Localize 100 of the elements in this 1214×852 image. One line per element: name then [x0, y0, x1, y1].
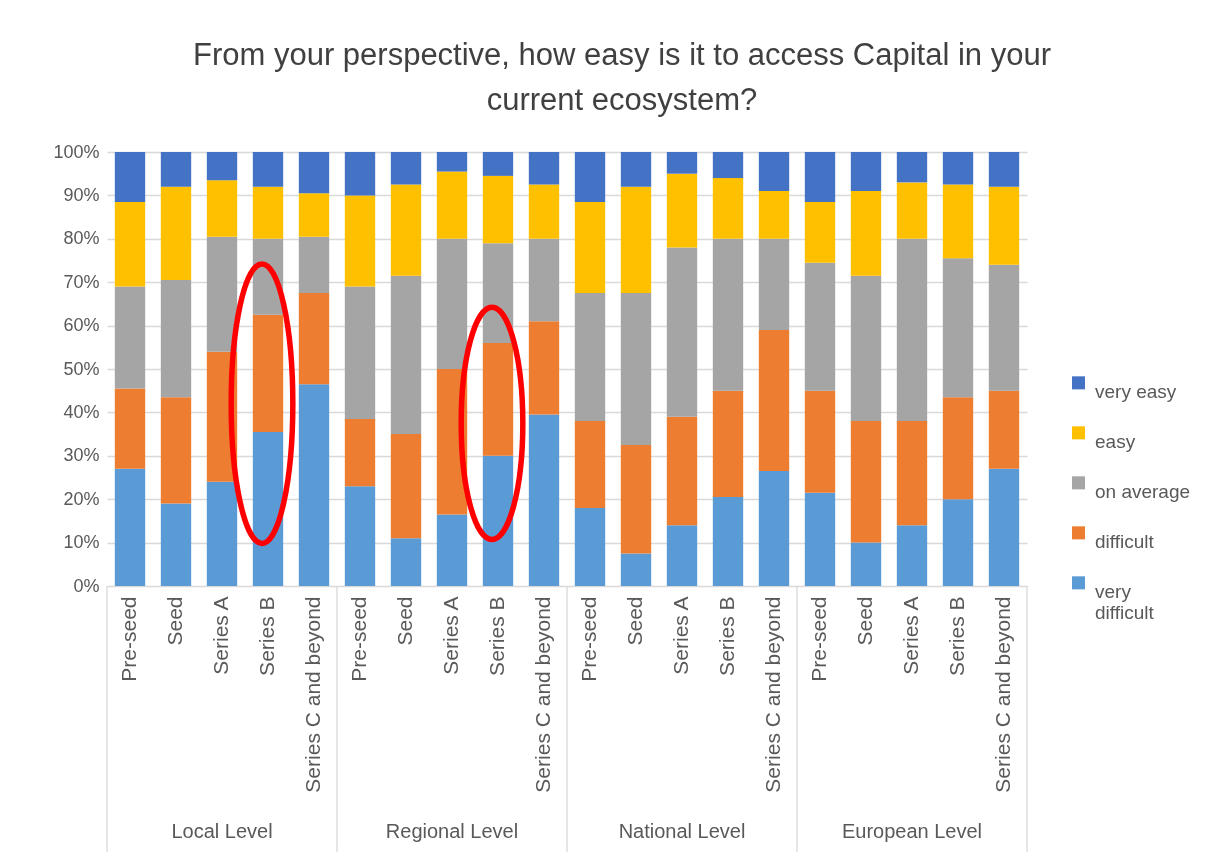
- bar: [528, 184, 560, 239]
- x-tick-label: Seed: [623, 596, 646, 646]
- y-tick-label: 80%: [63, 228, 100, 249]
- chart-title: From your perspective, how easy is it to access Capital in your current ecosystem?: [192, 37, 1051, 117]
- bar: [160, 503, 192, 586]
- bar: [344, 486, 376, 586]
- bar: [850, 421, 882, 543]
- x-tick-label: Series A: [439, 596, 462, 675]
- bar: [804, 492, 836, 586]
- bar: [574, 201, 606, 294]
- bar: [896, 152, 928, 183]
- bar: [896, 525, 928, 586]
- bar: [390, 275, 422, 435]
- bar: [988, 186, 1020, 265]
- bar: [252, 314, 284, 432]
- bar: [298, 193, 330, 237]
- bar: [758, 191, 790, 239]
- text: National Level: [618, 820, 746, 842]
- bar: [896, 182, 928, 239]
- bar: [206, 180, 238, 237]
- bar: [298, 293, 330, 385]
- bar: [528, 152, 560, 185]
- bar: [252, 186, 284, 239]
- bar: [482, 455, 514, 586]
- bar: [114, 152, 146, 202]
- bar: [436, 152, 468, 172]
- bar: [620, 553, 652, 586]
- bar: [390, 434, 422, 539]
- x-tick-label: Series B: [255, 596, 278, 676]
- legend-label: very easy: [1095, 380, 1177, 402]
- bar: [988, 152, 1020, 187]
- x-tick-label: Pre-seed: [347, 596, 370, 682]
- bar: [344, 418, 376, 487]
- x-tick-label: Series A: [209, 596, 232, 675]
- bar: [574, 507, 606, 586]
- legend-label: on average: [1095, 480, 1191, 502]
- bar: [804, 152, 836, 202]
- bar: [160, 152, 192, 187]
- bar: [620, 186, 652, 294]
- y-tick-label: 90%: [63, 184, 100, 205]
- bar: [114, 388, 146, 469]
- bar: [712, 390, 744, 498]
- bar: [528, 238, 560, 322]
- text: Regional Level: [385, 820, 519, 842]
- bar: [804, 201, 836, 263]
- bar: [666, 173, 698, 248]
- bar: [160, 186, 192, 281]
- bar: [942, 397, 974, 500]
- bar: [712, 152, 744, 179]
- y-tick-label: 0%: [73, 575, 100, 596]
- legend-label: very difficult: [1095, 580, 1155, 623]
- bar: [850, 152, 882, 192]
- text: Local Level: [171, 820, 273, 842]
- bar: [850, 191, 882, 276]
- bar: [390, 538, 422, 586]
- bar: [666, 152, 698, 174]
- bar: [298, 152, 330, 194]
- x-tick-label: Series B: [945, 596, 968, 676]
- bar: [896, 421, 928, 526]
- bar: [390, 184, 422, 276]
- bar: [712, 497, 744, 586]
- x-tick-label: Series A: [899, 596, 922, 675]
- bar: [160, 397, 192, 504]
- bar: [942, 258, 974, 398]
- x-tick-label: Series C and beyond: [301, 596, 324, 793]
- bar: [298, 236, 330, 294]
- bar: [114, 468, 146, 586]
- x-tick-label: Series C and beyond: [531, 596, 554, 793]
- bar: [206, 481, 238, 586]
- bar: [206, 236, 238, 352]
- bar: [758, 152, 790, 192]
- y-tick-label: 70%: [63, 271, 100, 292]
- bar: [390, 152, 422, 185]
- bar: [206, 152, 238, 181]
- bar: [574, 293, 606, 422]
- bar: [574, 421, 606, 508]
- bar: [850, 275, 882, 422]
- bar: [344, 152, 376, 196]
- bar: [482, 243, 514, 343]
- y-tick-label: 40%: [63, 401, 100, 422]
- bar: [344, 195, 376, 287]
- bar: [344, 286, 376, 419]
- x-tick-label: Series C and beyond: [991, 596, 1014, 793]
- x-tick-label: Pre-seed: [577, 596, 600, 682]
- x-tick-label: Seed: [163, 596, 186, 646]
- bar: [620, 152, 652, 187]
- y-tick-label: 30%: [63, 445, 100, 466]
- bar: [620, 293, 652, 445]
- y-tick-label: 10%: [63, 532, 100, 553]
- bar: [942, 499, 974, 586]
- bar: [574, 152, 606, 202]
- bar: [988, 264, 1020, 391]
- bar: [988, 468, 1020, 586]
- bar: [528, 321, 560, 415]
- bar: [758, 470, 790, 586]
- bar: [482, 175, 514, 244]
- legend-label: easy: [1095, 430, 1136, 452]
- bar: [896, 238, 928, 422]
- x-tick-label: Series A: [669, 596, 692, 675]
- x-tick-label: Seed: [393, 596, 416, 646]
